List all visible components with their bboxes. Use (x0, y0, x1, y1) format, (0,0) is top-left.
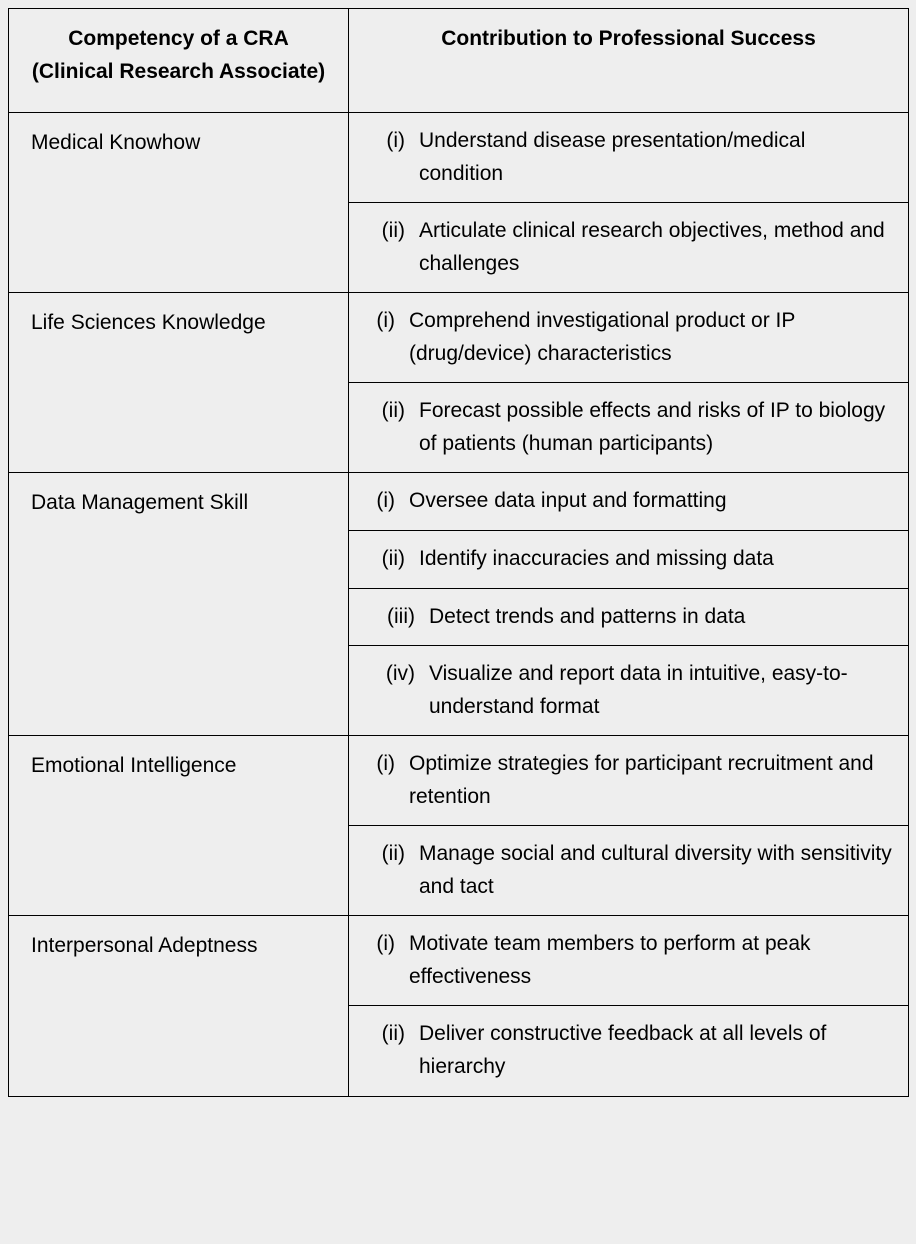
table-row: Emotional Intelligence (i) Optimize stra… (9, 736, 909, 826)
contribution-text: Forecast possible effects and risks of I… (419, 395, 892, 460)
contribution-cell: (ii) Manage social and cultural diversit… (349, 826, 909, 916)
table-row: Data Management Skill (i) Oversee data i… (9, 473, 909, 531)
table-body: Medical Knowhow (i) Understand disease p… (9, 113, 909, 1096)
contribution-text: Manage social and cultural diversity wit… (419, 838, 892, 903)
contribution-item: (iii) Detect trends and patterns in data (365, 601, 892, 634)
contribution-cell: (i) Understand disease presentation/medi… (349, 113, 909, 203)
contribution-text: Deliver constructive feedback at all lev… (419, 1018, 892, 1083)
list-marker: (i) (365, 305, 399, 338)
contribution-text: Optimize strategies for participant recr… (409, 748, 892, 813)
table-row: Medical Knowhow (i) Understand disease p… (9, 113, 909, 203)
contribution-item: (ii) Deliver constructive feedback at al… (365, 1018, 892, 1083)
contribution-text: Visualize and report data in intuitive, … (429, 658, 892, 723)
contribution-cell: (iii) Detect trends and patterns in data (349, 588, 909, 646)
contribution-cell: (i) Motivate team members to perform at … (349, 916, 909, 1006)
list-marker: (iv) (365, 658, 419, 691)
contribution-item: (i) Oversee data input and formatting (365, 485, 892, 518)
list-marker: (i) (365, 928, 399, 961)
contribution-cell: (ii) Deliver constructive feedback at al… (349, 1006, 909, 1096)
contribution-item: (ii) Manage social and cultural diversit… (365, 838, 892, 903)
contribution-cell: (ii) Articulate clinical research object… (349, 203, 909, 293)
contribution-item: (i) Motivate team members to perform at … (365, 928, 892, 993)
page: Competency of a CRA (Clinical Research A… (0, 0, 916, 1105)
table-row: Interpersonal Adeptness (i) Motivate tea… (9, 916, 909, 1006)
contribution-item: (i) Understand disease presentation/medi… (365, 125, 892, 190)
contribution-cell: (i) Optimize strategies for participant … (349, 736, 909, 826)
contribution-item: (i) Comprehend investigational product o… (365, 305, 892, 370)
contribution-text: Understand disease presentation/medical … (419, 125, 892, 190)
contribution-text: Motivate team members to perform at peak… (409, 928, 892, 993)
list-marker: (ii) (365, 1018, 409, 1051)
contribution-cell: (iv) Visualize and report data in intuit… (349, 646, 909, 736)
header-competency: Competency of a CRA (Clinical Research A… (9, 9, 349, 113)
contribution-item: (iv) Visualize and report data in intuit… (365, 658, 892, 723)
contribution-cell: (i) Comprehend investigational product o… (349, 293, 909, 383)
list-marker: (i) (365, 748, 399, 781)
header-contribution: Contribution to Professional Success (349, 9, 909, 113)
competency-cell: Life Sciences Knowledge (9, 293, 349, 473)
competency-cell: Data Management Skill (9, 473, 349, 736)
contribution-text: Articulate clinical research objectives,… (419, 215, 892, 280)
contribution-item: (i) Optimize strategies for participant … (365, 748, 892, 813)
list-marker: (ii) (365, 395, 409, 428)
contribution-item: (ii) Articulate clinical research object… (365, 215, 892, 280)
competency-cell: Medical Knowhow (9, 113, 349, 293)
contribution-cell: (ii) Identify inaccuracies and missing d… (349, 531, 909, 589)
contribution-text: Detect trends and patterns in data (429, 601, 892, 634)
contribution-text: Comprehend investigational product or IP… (409, 305, 892, 370)
list-marker: (ii) (365, 543, 409, 576)
competency-cell: Emotional Intelligence (9, 736, 349, 916)
list-marker: (i) (365, 485, 399, 518)
contribution-text: Identify inaccuracies and missing data (419, 543, 892, 576)
list-marker: (i) (365, 125, 409, 158)
contribution-item: (ii) Forecast possible effects and risks… (365, 395, 892, 460)
competency-table: Competency of a CRA (Clinical Research A… (8, 8, 909, 1097)
list-marker: (ii) (365, 215, 409, 248)
table-row: Life Sciences Knowledge (i) Comprehend i… (9, 293, 909, 383)
contribution-item: (ii) Identify inaccuracies and missing d… (365, 543, 892, 576)
contribution-cell: (i) Oversee data input and formatting (349, 473, 909, 531)
list-marker: (ii) (365, 838, 409, 871)
competency-cell: Interpersonal Adeptness (9, 916, 349, 1096)
contribution-cell: (ii) Forecast possible effects and risks… (349, 383, 909, 473)
table-header: Competency of a CRA (Clinical Research A… (9, 9, 909, 113)
contribution-text: Oversee data input and formatting (409, 485, 892, 518)
list-marker: (iii) (365, 601, 419, 634)
